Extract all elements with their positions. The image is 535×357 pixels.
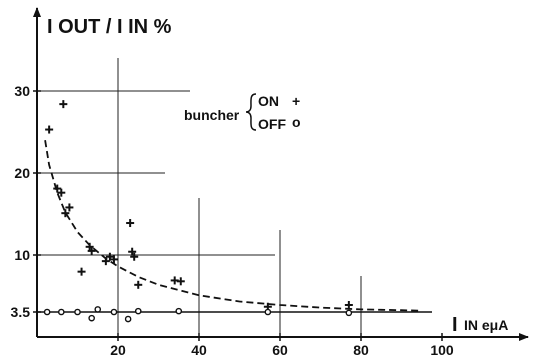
point-off (43, 308, 51, 316)
point-on (85, 242, 94, 251)
point-off (88, 314, 95, 322)
x-tick-label: 100 (430, 342, 454, 357)
x-tick-label: 20 (110, 342, 126, 357)
point-on (53, 184, 62, 193)
point-on (77, 267, 86, 276)
point-on (61, 209, 70, 218)
point-off (110, 308, 118, 316)
point-on (57, 188, 66, 197)
point-off (124, 315, 132, 323)
point-on (128, 247, 137, 256)
y-tick-label: 3.5 (11, 304, 31, 320)
y-tick-label: 10 (14, 247, 30, 263)
point-off (94, 306, 102, 313)
point-on (45, 125, 54, 134)
legend-off-marker: o (292, 114, 301, 130)
legend-group-label: buncher (184, 107, 240, 123)
point-on (126, 219, 135, 228)
point-on (134, 280, 143, 289)
point-off (134, 307, 142, 315)
point-on (65, 203, 74, 212)
point-off (74, 308, 81, 316)
x-tick-label: 40 (191, 342, 207, 357)
point-on (105, 252, 114, 261)
y-axis-title: I OUT / I IN % (47, 16, 172, 38)
point-on (87, 246, 96, 255)
x-tick-label: 60 (272, 342, 288, 357)
gridlines (37, 58, 432, 337)
legend-brace (245, 93, 257, 131)
x-axis-title: IN eμA (464, 317, 508, 333)
point-on (344, 300, 353, 309)
y-tick-label: 30 (14, 83, 30, 99)
tick-labels: 20 40 60 80 100 3.5 10 20 30 (11, 83, 454, 357)
point-on (109, 255, 118, 264)
data-points (43, 100, 353, 323)
point-off (175, 307, 183, 315)
fit-curve (44, 140, 422, 312)
point-on (59, 100, 68, 109)
point-off (345, 309, 353, 317)
x-axis-title-bar: I (452, 314, 458, 336)
legend: buncher ON + OFF o (184, 93, 301, 132)
point-off (264, 308, 272, 316)
point-on (101, 257, 110, 266)
legend-off-label: OFF (258, 116, 286, 132)
y-tick-label: 20 (14, 165, 30, 181)
point-on (130, 252, 139, 261)
fit-curve-group (44, 140, 422, 312)
legend-on-marker: + (292, 93, 300, 109)
legend-on-label: ON (258, 93, 279, 109)
point-off (58, 308, 65, 316)
point-on (176, 277, 185, 286)
x-tick-label: 80 (353, 342, 369, 357)
